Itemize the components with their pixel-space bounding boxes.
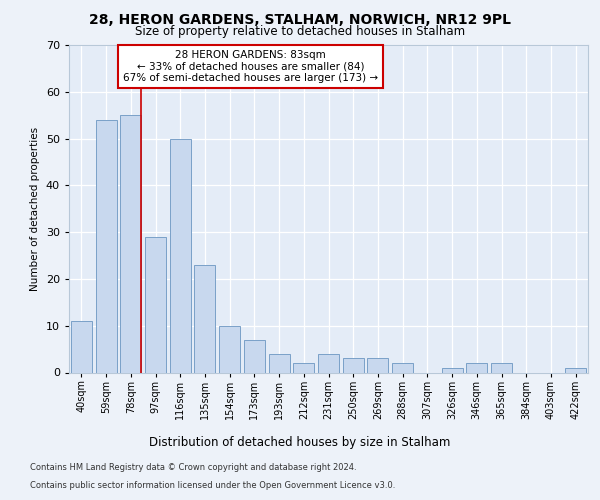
Bar: [120, 115, 141, 372]
Text: 28 HERON GARDENS: 83sqm
← 33% of detached houses are smaller (84)
67% of semi-de: 28 HERON GARDENS: 83sqm ← 33% of detache…: [123, 50, 378, 83]
Bar: [293, 363, 314, 372]
Bar: [170, 138, 191, 372]
Bar: [343, 358, 364, 372]
Bar: [244, 340, 265, 372]
Bar: [145, 237, 166, 372]
Text: Size of property relative to detached houses in Stalham: Size of property relative to detached ho…: [135, 25, 465, 38]
Bar: [442, 368, 463, 372]
Bar: [194, 265, 215, 372]
Bar: [367, 358, 388, 372]
Bar: [219, 326, 240, 372]
Bar: [392, 363, 413, 372]
Text: Distribution of detached houses by size in Stalham: Distribution of detached houses by size …: [149, 436, 451, 449]
Bar: [269, 354, 290, 372]
Bar: [491, 363, 512, 372]
Bar: [71, 321, 92, 372]
Bar: [466, 363, 487, 372]
Bar: [95, 120, 116, 372]
Bar: [318, 354, 339, 372]
Text: 28, HERON GARDENS, STALHAM, NORWICH, NR12 9PL: 28, HERON GARDENS, STALHAM, NORWICH, NR1…: [89, 12, 511, 26]
Text: Contains public sector information licensed under the Open Government Licence v3: Contains public sector information licen…: [30, 481, 395, 490]
Bar: [565, 368, 586, 372]
Y-axis label: Number of detached properties: Number of detached properties: [30, 126, 40, 291]
Text: Contains HM Land Registry data © Crown copyright and database right 2024.: Contains HM Land Registry data © Crown c…: [30, 464, 356, 472]
